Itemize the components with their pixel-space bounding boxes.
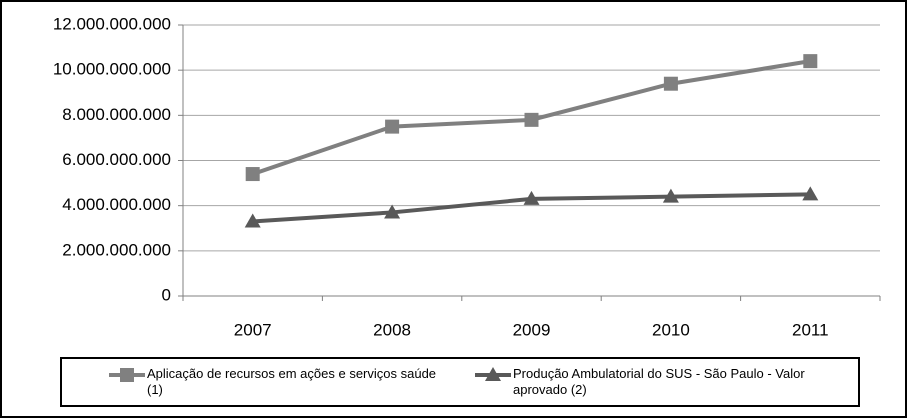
legend-entry: Produção Ambulatorial do SUS - São Paulo… [473, 366, 813, 398]
marker [523, 190, 540, 205]
marker [802, 186, 819, 201]
marker [244, 213, 261, 228]
legend-entry: Aplicação de recursos em ações e serviço… [107, 366, 447, 398]
y-tick-label: 4.000.000.000 [62, 195, 171, 214]
marker [485, 367, 501, 381]
y-tick-label: 12.000.000.000 [53, 14, 171, 33]
marker [385, 119, 400, 134]
marker [803, 54, 818, 69]
y-tick-label: 8.000.000.000 [62, 105, 171, 124]
legend-label: Produção Ambulatorial do SUS - São Paulo… [513, 366, 805, 397]
x-tick-label: 2010 [652, 320, 690, 339]
legend-swatch [109, 368, 145, 382]
marker [384, 204, 401, 219]
x-tick-label: 2007 [234, 320, 272, 339]
legend-label: Aplicação de recursos em ações e serviço… [147, 366, 437, 397]
legend: Aplicação de recursos em ações e serviço… [60, 357, 860, 407]
x-tick-label: 2008 [373, 320, 411, 339]
y-tick-label: 2.000.000.000 [62, 240, 171, 259]
marker [120, 368, 134, 382]
marker [663, 76, 678, 91]
marker [524, 112, 539, 127]
x-tick-label: 2009 [513, 320, 551, 339]
x-tick-label: 2011 [792, 320, 829, 339]
y-tick-label: 0 [162, 285, 171, 304]
y-tick-label: 10.000.000.000 [53, 60, 171, 79]
marker [245, 167, 260, 182]
legend-swatch [475, 367, 511, 381]
y-tick-label: 6.000.000.000 [62, 150, 171, 169]
marker [662, 188, 679, 203]
